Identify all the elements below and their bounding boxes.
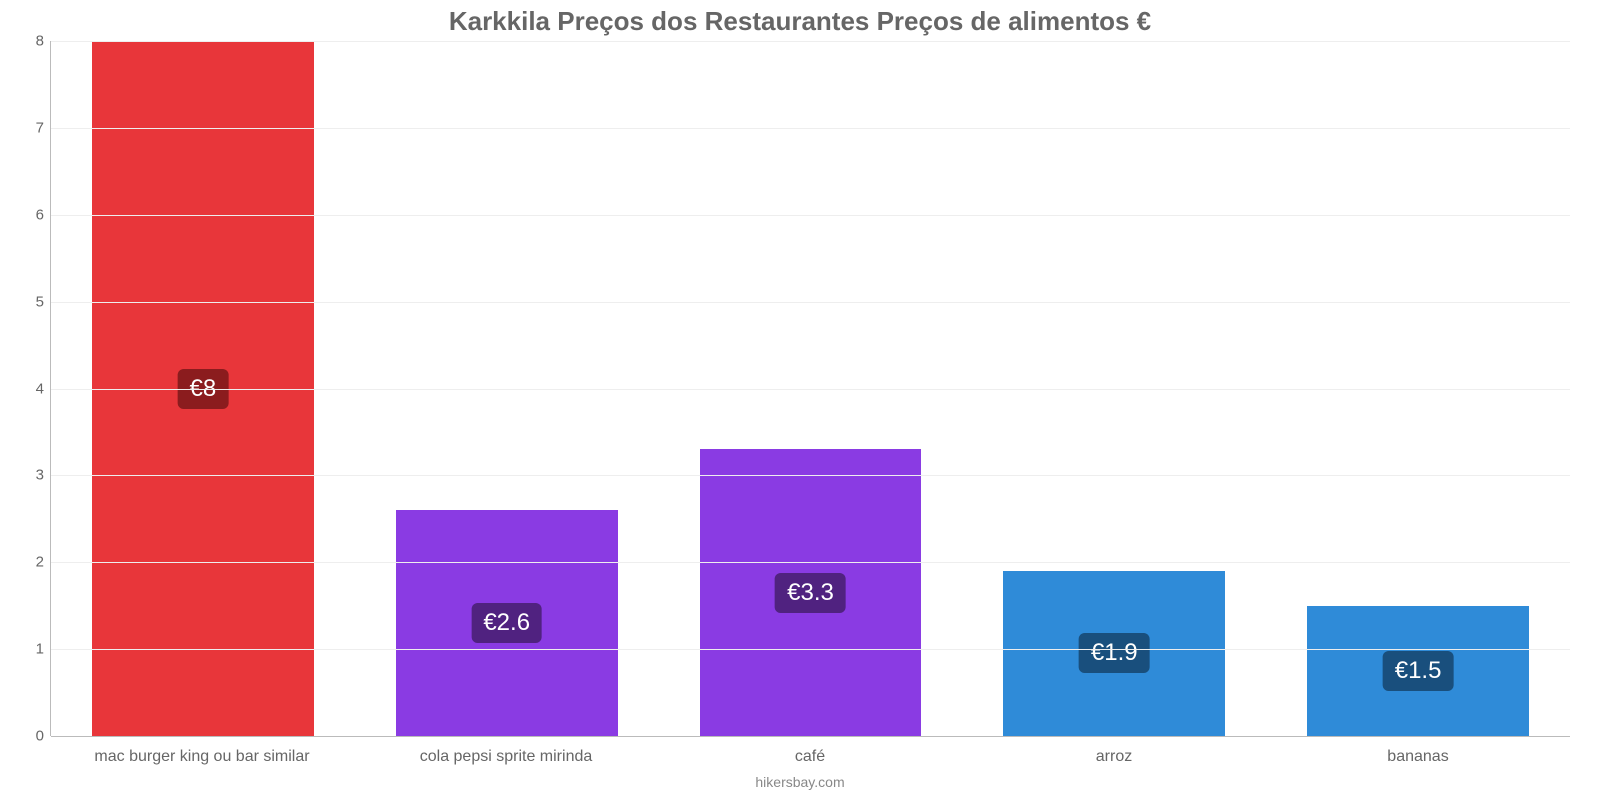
value-badge: €2.6	[471, 603, 542, 643]
gridline	[51, 649, 1570, 650]
gridline	[51, 562, 1570, 563]
y-tick-label: 6	[36, 206, 44, 223]
chart-title: Karkkila Preços dos Restaurantes Preços …	[0, 0, 1600, 41]
y-tick-label: 0	[36, 728, 44, 745]
plot-area: €8€2.6€3.3€1.9€1.5	[50, 41, 1570, 736]
y-tick-label: 2	[36, 554, 44, 571]
gridline	[51, 302, 1570, 303]
value-badge: €1.9	[1079, 633, 1150, 673]
gridline	[51, 128, 1570, 129]
x-axis: mac burger king ou bar similarcola pepsi…	[0, 736, 1600, 766]
bar: €1.5	[1307, 606, 1529, 736]
x-axis-label: bananas	[1266, 736, 1570, 766]
bar: €3.3	[700, 449, 922, 736]
gridline	[51, 41, 1570, 42]
price-bar-chart: Karkkila Preços dos Restaurantes Preços …	[0, 0, 1600, 800]
y-tick-label: 1	[36, 641, 44, 658]
x-axis-label: café	[658, 736, 962, 766]
y-tick-label: 4	[36, 380, 44, 397]
x-axis-label: cola pepsi sprite mirinda	[354, 736, 658, 766]
y-axis: 012345678	[0, 41, 50, 736]
gridline	[51, 389, 1570, 390]
plot-area-row: 012345678 €8€2.6€3.3€1.9€1.5	[0, 41, 1600, 736]
bar: €2.6	[396, 510, 618, 736]
gridline	[51, 215, 1570, 216]
value-badge: €1.5	[1383, 651, 1454, 691]
x-axis-label: arroz	[962, 736, 1266, 766]
source-attribution: hikersbay.com	[0, 766, 1600, 800]
bar: €1.9	[1003, 571, 1225, 736]
y-tick-label: 8	[36, 33, 44, 50]
y-tick-label: 5	[36, 293, 44, 310]
gridline	[51, 736, 1570, 737]
y-tick-label: 7	[36, 119, 44, 136]
value-badge: €3.3	[775, 573, 846, 613]
y-tick-label: 3	[36, 467, 44, 484]
x-axis-label: mac burger king ou bar similar	[50, 736, 354, 766]
gridline	[51, 475, 1570, 476]
